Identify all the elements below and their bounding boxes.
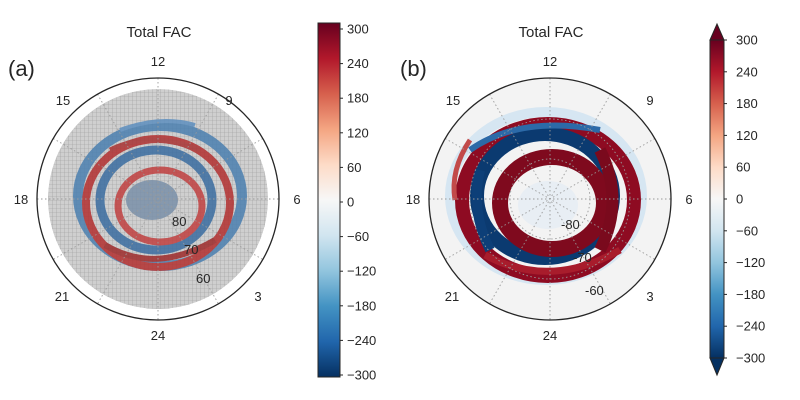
colorbar-tick-label: −240 <box>347 333 376 348</box>
panel-a-ring-red-inner <box>114 166 206 246</box>
panel-b-hour-6: 6 <box>685 192 692 207</box>
colorbar-tick-label: 60 <box>736 160 750 175</box>
panel-a-grid <box>37 78 279 320</box>
panel-b-colorbar-fill <box>709 39 725 359</box>
panel-b-inner-red <box>492 149 612 257</box>
colorbar-tick-label: 300 <box>347 22 369 37</box>
colorbar-tick-label: 180 <box>347 91 369 106</box>
panel-b-hour-3: 3 <box>646 289 653 304</box>
colorbar-tick-label: 120 <box>736 128 758 143</box>
colorbar-tick-label: −300 <box>736 351 765 366</box>
panel-a-hour-12: 12 <box>151 54 165 69</box>
panel-a-hour-6: 6 <box>293 192 300 207</box>
panel-a-title: Total FAC <box>126 24 191 41</box>
colorbar-tick-label: −60 <box>736 223 758 238</box>
panel-b-colorbar-top-extend <box>709 22 725 41</box>
panel-a-ring-blue-inner <box>95 145 217 255</box>
panel-b-hour-21: 21 <box>445 289 459 304</box>
panel-b-lat-70: -70 <box>573 250 592 265</box>
colorbar-tick-label: 240 <box>736 64 758 79</box>
panel-a-colorbar: 300 240 180 120 60 0 −60 −120 −180 −240 −300 <box>317 22 376 383</box>
panel-b-streak-5 <box>451 138 473 201</box>
panel-b-hour-24: 24 <box>543 328 557 343</box>
panel-b-core <box>518 181 578 229</box>
colorbar-tick-label: −120 <box>736 255 765 270</box>
colorbar-tick-label: −60 <box>347 229 369 244</box>
panel-b-hour-12: 12 <box>543 54 557 69</box>
panel-a-lat-60: 60 <box>196 271 210 286</box>
colorbar-tick-label: 0 <box>736 192 743 207</box>
panel-b-streak-2 <box>483 246 622 275</box>
panel-b-streak-4 <box>471 168 495 253</box>
panel-a: Total FAC (a) 12 9 <box>8 24 301 343</box>
panel-a-center-blob <box>126 180 178 220</box>
panel-b-grid <box>429 78 671 320</box>
panel-b-title: Total FAC <box>518 24 583 41</box>
panel-b-hour-18: 18 <box>406 192 420 207</box>
colorbar-tick-label: −120 <box>347 264 376 279</box>
panel-a-streak-3 <box>119 119 196 132</box>
panel-b-label: (b) <box>400 56 427 81</box>
colorbar-tick-label: 300 <box>736 33 758 48</box>
panel-a-hour-9: 9 <box>225 93 232 108</box>
panel-a-lat-70: 70 <box>184 242 198 257</box>
panel-b-colorbar-bottom-extend <box>709 357 725 377</box>
panel-b: Total FAC (b) <box>400 24 693 343</box>
colorbar-tick-label: 60 <box>347 160 361 175</box>
colorbar-tick-label: 0 <box>347 195 354 210</box>
colorbar-tick-label: 180 <box>736 96 758 111</box>
colorbar-tick-label: −300 <box>347 368 376 383</box>
panel-b-hour-15: 15 <box>446 93 460 108</box>
panel-b-colorbar: 300 240 180 120 60 0 −60 −120 −180 −240 −300 <box>709 22 765 377</box>
colorbar-tick-label: −180 <box>347 298 376 313</box>
panel-a-frame <box>36 77 280 321</box>
panel-a-colorbar-fill <box>317 22 341 378</box>
panel-a-lat-80: 80 <box>172 214 186 229</box>
panel-b-plot-area <box>445 107 647 285</box>
colorbar-tick-label: −180 <box>736 287 765 302</box>
panel-a-streak-1 <box>108 137 201 153</box>
panel-a-streak-2 <box>103 237 217 262</box>
panel-b-lat-60: -60 <box>585 283 604 298</box>
panel-b-fac-field <box>445 107 647 285</box>
panel-a-hour-24: 24 <box>151 328 165 343</box>
panel-b-lat-80: -80 <box>561 217 580 232</box>
colorbar-tick-label: 240 <box>347 56 369 71</box>
panel-b-frame <box>428 77 672 321</box>
panel-a-label: (a) <box>8 56 35 81</box>
panel-b-hour-9: 9 <box>646 93 653 108</box>
panel-a-hour-21: 21 <box>55 289 69 304</box>
panel-b-streak-3 <box>594 147 619 253</box>
panel-a-hour-15: 15 <box>56 93 70 108</box>
colorbar-tick-label: −240 <box>736 319 765 334</box>
colorbar-tick-label: 120 <box>347 125 369 140</box>
panel-a-hour-3: 3 <box>254 289 261 304</box>
panel-b-streak-1 <box>468 122 601 153</box>
panel-a-hour-18: 18 <box>14 192 28 207</box>
